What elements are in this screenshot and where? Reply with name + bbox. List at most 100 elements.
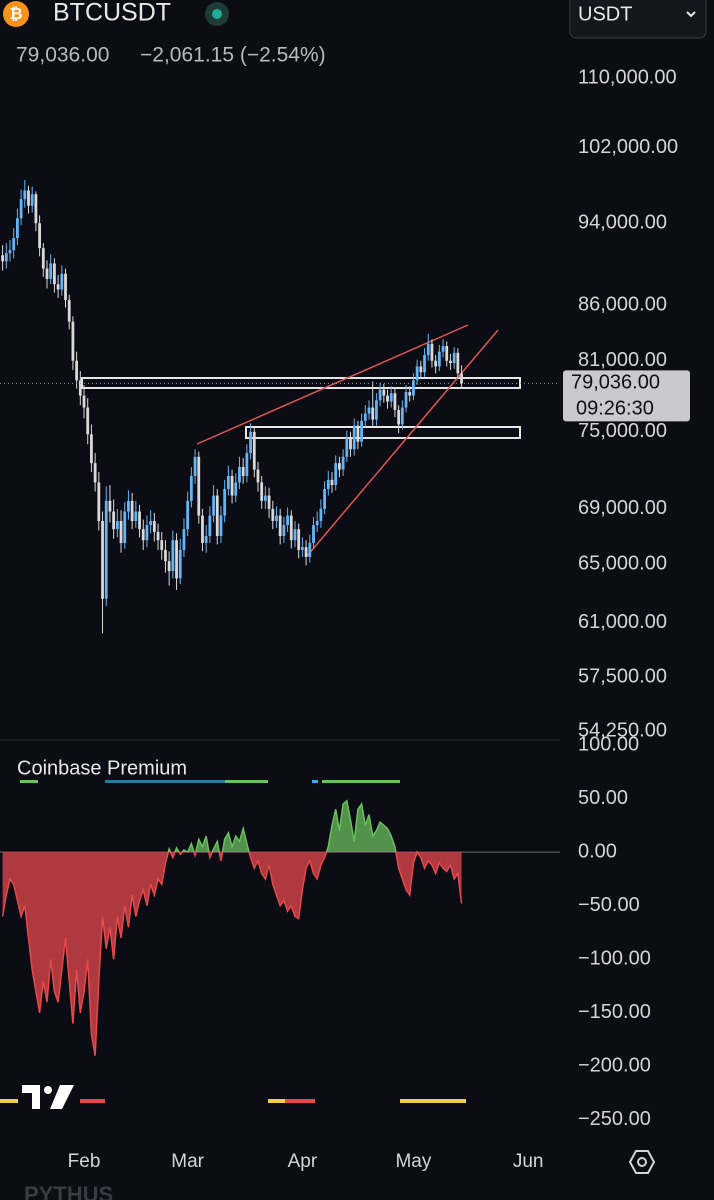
candle-body [41, 248, 45, 269]
candle-body [345, 438, 349, 457]
btc-icon-glyph: ₿ [9, 5, 22, 23]
candle-body [182, 529, 186, 550]
symbol[interactable]: BTCUSDT [53, 0, 171, 27]
candle-body [8, 250, 12, 254]
candle-body [189, 475, 193, 501]
candle-body [423, 355, 426, 373]
candle-body [304, 547, 308, 557]
strip [80, 1099, 105, 1103]
y-tick-label: 61,000.00 [578, 611, 667, 633]
candle-body [178, 549, 182, 579]
candle-body [400, 407, 404, 425]
candle-body [101, 520, 104, 599]
candle-body [278, 515, 282, 537]
drawings [81, 324, 521, 557]
candle-body [78, 380, 82, 396]
candle-body [223, 488, 227, 516]
x-tick-label: Feb [68, 1151, 101, 1172]
y-tick-label: 50.00 [578, 787, 628, 809]
candle-body [160, 540, 164, 550]
candle-body [4, 253, 8, 262]
candle-body [119, 520, 123, 543]
indicator-title: Coinbase Premium [17, 757, 187, 779]
tv-logo [22, 1085, 74, 1109]
logo-part [44, 1086, 52, 1094]
candle-body [363, 413, 367, 421]
y-tick-label: 94,000.00 [578, 212, 667, 234]
y-tick-label: 65,000.00 [578, 552, 667, 574]
currency-select[interactable] [569, 0, 707, 39]
candle-body [38, 223, 42, 249]
y-tick-label: −250.00 [578, 1108, 651, 1130]
candle-body [349, 438, 352, 450]
candle-body [275, 515, 278, 521]
candle-body [167, 561, 171, 572]
logo-part [50, 1085, 74, 1109]
candle-body [145, 525, 149, 541]
candle-body [456, 352, 460, 374]
candle-body [93, 463, 97, 483]
candle-body [27, 190, 30, 206]
candle-body [175, 540, 178, 579]
y-tick-label: 86,000.00 [578, 294, 667, 316]
y-tick-label: 100.00 [578, 733, 639, 755]
candle-body [45, 268, 49, 279]
x-tick-label: Mar [171, 1151, 204, 1172]
candle-body [141, 529, 145, 541]
candle-body [115, 520, 119, 530]
strip [225, 780, 268, 783]
candle-body [19, 199, 23, 219]
candle-body [312, 525, 315, 543]
candle-body [49, 263, 53, 279]
y-tick-label: 110,000.00 [578, 66, 677, 88]
candle-body [97, 482, 101, 521]
candle-body [164, 549, 167, 562]
candle-body [297, 529, 301, 550]
last-price-label: 79,036.00 [571, 372, 660, 394]
btc-icon [3, 1, 29, 27]
candle-body [323, 488, 327, 509]
candle-body [334, 463, 338, 486]
candle-body [60, 273, 64, 290]
settings-icon[interactable] [628, 1150, 656, 1174]
strip [400, 1099, 466, 1103]
candle-body [108, 500, 112, 512]
candle-body [375, 400, 378, 420]
y-tick-label: −150.00 [578, 1001, 651, 1023]
strip [322, 780, 400, 783]
candle-body [53, 263, 56, 285]
candle-body [341, 456, 345, 470]
candle-body [30, 194, 34, 206]
candle-body [282, 525, 286, 537]
candle-body [130, 500, 134, 521]
candle-body [415, 366, 419, 381]
candle-body [127, 500, 130, 512]
last-price-box [563, 370, 690, 422]
candle-body [90, 434, 93, 464]
currency[interactable]: USDT [578, 3, 632, 25]
candle-body [378, 389, 382, 401]
candle-body [34, 194, 38, 224]
candle-body [149, 520, 153, 526]
y-tick-label: −200.00 [578, 1055, 651, 1077]
candle-body [308, 542, 312, 557]
strip [312, 780, 318, 783]
x-tick-label: Jun [513, 1151, 544, 1172]
candle-body [397, 409, 401, 425]
hexagon[interactable] [628, 1150, 656, 1174]
candle-body [171, 540, 175, 572]
candle-body [437, 351, 441, 367]
candle-body [330, 479, 334, 486]
candle-body [300, 547, 304, 550]
candle-body [430, 343, 434, 361]
watermark: PYTHUS [24, 1182, 113, 1200]
candle-body [152, 520, 156, 532]
candle-body [445, 346, 449, 361]
strip [285, 1099, 315, 1103]
candle-body [186, 500, 190, 530]
y-tick-label: −50.00 [578, 894, 640, 916]
hexagon-dot [637, 1157, 647, 1167]
candle-body [271, 508, 275, 521]
candle-body [360, 420, 364, 442]
